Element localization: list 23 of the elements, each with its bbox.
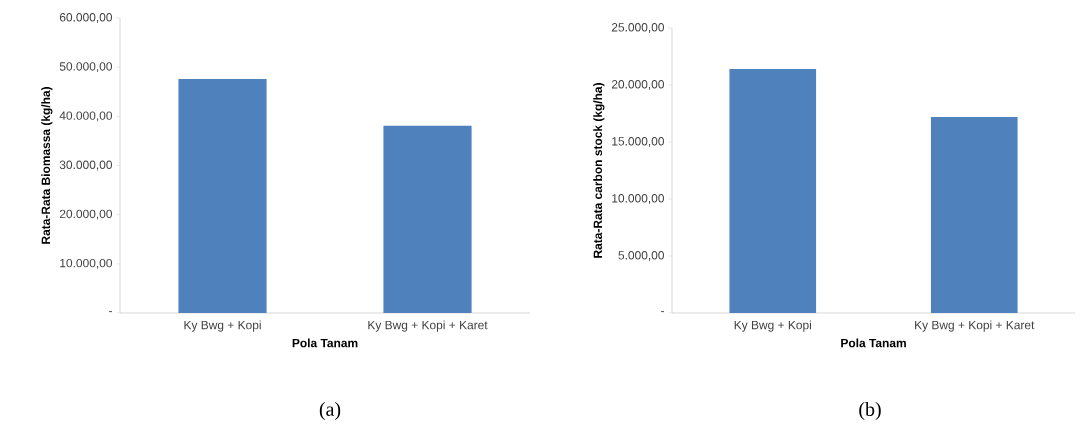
y-tick-label: 50.000,00: [59, 62, 113, 73]
y-axis-title: Rata-Rata carbon stock (kg/ha): [593, 83, 605, 258]
x-tick-label: Ky Bwg + Kopi + Karet: [368, 320, 488, 332]
y-tick-label: 15.000,00: [612, 137, 665, 147]
y-tick-label: 30.000,00: [59, 160, 113, 171]
x-axis-title: Pola Tanam: [292, 338, 358, 348]
y-tick-label: 20.000,00: [59, 209, 113, 220]
y-tick-label: 10.000,00: [612, 194, 665, 204]
x-tick-label: Ky Bwg + Kopi: [734, 320, 811, 332]
y-tick-label: 10.000,00: [60, 258, 113, 269]
y-axis-title: Rata-Rata Biomassa (kg/ha): [41, 87, 53, 244]
y-tick-label: -: [661, 311, 664, 313]
y-tick-label: 60.000,00: [59, 13, 113, 23]
text: (a): [319, 401, 341, 421]
y-tick-label: -: [109, 311, 112, 313]
x-tick-label: Ky Bwg + Kopi: [184, 320, 261, 332]
y-tick-label: 25.000,00: [611, 23, 665, 33]
y-tick-label: 5.000,00: [618, 251, 665, 261]
y-tick-label: 40.000,00: [59, 111, 113, 122]
x-tick-label: Ky Bwg + Kopi + Karet: [915, 320, 1035, 332]
text: (b): [859, 401, 881, 421]
x-axis-title: Pola Tanam: [841, 338, 906, 348]
y-tick-label: 20.000,00: [611, 80, 665, 90]
